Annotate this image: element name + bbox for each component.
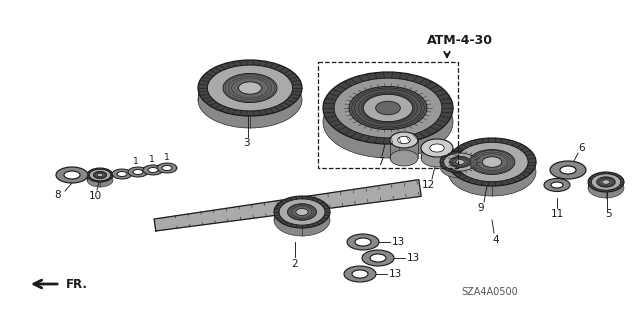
Text: 1: 1 [149, 155, 155, 165]
Ellipse shape [440, 156, 480, 178]
Text: 12: 12 [421, 180, 435, 190]
Ellipse shape [421, 149, 453, 167]
Ellipse shape [456, 142, 528, 182]
Ellipse shape [448, 138, 536, 186]
Ellipse shape [448, 148, 536, 196]
Ellipse shape [390, 132, 418, 148]
Ellipse shape [93, 171, 107, 179]
Ellipse shape [376, 101, 401, 115]
Ellipse shape [117, 172, 127, 176]
Text: 5: 5 [605, 209, 611, 219]
Ellipse shape [362, 250, 394, 266]
Ellipse shape [90, 169, 111, 181]
Ellipse shape [355, 238, 371, 246]
Ellipse shape [430, 144, 444, 152]
Text: 8: 8 [54, 190, 61, 200]
Text: 9: 9 [477, 203, 484, 213]
Ellipse shape [449, 156, 470, 168]
Text: 6: 6 [579, 143, 586, 153]
Ellipse shape [364, 94, 413, 122]
Text: 13: 13 [392, 237, 404, 247]
Text: 13: 13 [406, 253, 420, 263]
Ellipse shape [602, 180, 610, 184]
Ellipse shape [162, 166, 172, 170]
Text: ATM-4-30: ATM-4-30 [427, 33, 493, 47]
Ellipse shape [87, 168, 113, 182]
Ellipse shape [143, 165, 163, 175]
Ellipse shape [550, 161, 586, 179]
Ellipse shape [596, 177, 616, 187]
Ellipse shape [239, 82, 262, 94]
Ellipse shape [279, 199, 325, 225]
Text: 13: 13 [388, 269, 402, 279]
Ellipse shape [440, 151, 480, 173]
Ellipse shape [97, 174, 103, 176]
Ellipse shape [207, 65, 292, 111]
Ellipse shape [551, 182, 563, 188]
Text: SZA4A0500: SZA4A0500 [461, 287, 518, 297]
Ellipse shape [112, 169, 132, 179]
Text: 11: 11 [550, 209, 564, 219]
Ellipse shape [287, 204, 317, 220]
Ellipse shape [157, 163, 177, 173]
Text: 1: 1 [133, 158, 139, 167]
Text: 1: 1 [164, 153, 170, 162]
Ellipse shape [323, 72, 453, 144]
Ellipse shape [588, 178, 624, 198]
Ellipse shape [370, 254, 386, 262]
Ellipse shape [421, 139, 453, 157]
Ellipse shape [87, 173, 113, 187]
Ellipse shape [444, 153, 476, 171]
Ellipse shape [148, 167, 158, 173]
Ellipse shape [544, 179, 570, 191]
Ellipse shape [56, 167, 88, 183]
Ellipse shape [64, 171, 80, 179]
Text: FR.: FR. [66, 278, 88, 291]
Ellipse shape [349, 86, 427, 130]
Ellipse shape [456, 160, 465, 164]
Text: 4: 4 [493, 235, 499, 245]
Ellipse shape [274, 204, 330, 236]
Ellipse shape [397, 137, 410, 144]
Ellipse shape [198, 72, 302, 128]
Ellipse shape [347, 234, 379, 250]
Ellipse shape [352, 270, 368, 278]
Ellipse shape [469, 150, 515, 174]
Ellipse shape [133, 169, 143, 174]
Ellipse shape [198, 60, 302, 116]
Ellipse shape [334, 78, 442, 138]
Text: 2: 2 [292, 259, 298, 269]
Ellipse shape [128, 167, 148, 177]
Ellipse shape [296, 209, 308, 216]
Ellipse shape [588, 172, 624, 192]
Text: 7: 7 [377, 157, 383, 167]
Text: 3: 3 [243, 138, 250, 148]
Ellipse shape [323, 86, 453, 158]
Ellipse shape [483, 157, 502, 167]
Text: 10: 10 [88, 191, 102, 201]
Ellipse shape [223, 73, 277, 103]
Polygon shape [154, 180, 421, 231]
Ellipse shape [390, 150, 418, 166]
Ellipse shape [274, 196, 330, 228]
Ellipse shape [591, 174, 621, 190]
Ellipse shape [344, 266, 376, 282]
Ellipse shape [560, 166, 576, 174]
